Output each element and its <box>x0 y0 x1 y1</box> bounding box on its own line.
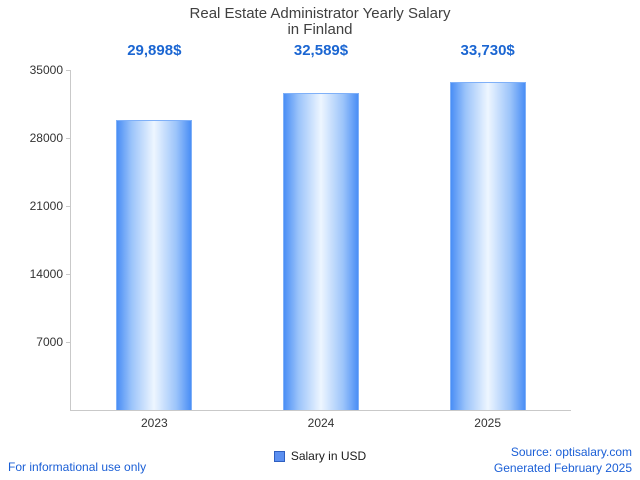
y-tick-mark <box>66 70 71 71</box>
bar-value-label: 33,730$ <box>460 42 515 59</box>
x-tick-label: 2025 <box>474 416 501 430</box>
footer-source: Source: optisalary.com <box>510 445 632 459</box>
y-tick-label: 35000 <box>29 63 63 77</box>
y-tick-mark <box>66 342 71 343</box>
x-tick-label: 2023 <box>140 416 168 430</box>
bar-value-label: 32,589$ <box>293 42 349 59</box>
bar-value-label: 29,898$ <box>127 42 182 59</box>
y-tick-mark <box>66 138 71 139</box>
plot-area: 7000 14000 21000 28000 35000 29,898$ 2023 32,58… <box>30 42 571 430</box>
chart-title-line1: Real Estate Administrator Yearly Salary <box>189 5 451 22</box>
footer-source-block: Source: optisalary.com Generated Februar… <box>494 444 632 476</box>
legend: Salary in USD <box>0 449 640 463</box>
y-tick-mark <box>66 274 71 275</box>
chart-title: Real Estate Administrator Yearly Salary … <box>0 6 640 38</box>
x-tick-label: 2024 <box>307 416 335 430</box>
bar-2023 <box>116 119 193 410</box>
chart-title-line2: in Finland <box>287 21 353 38</box>
footer-generated: Generated February 2025 <box>493 461 632 475</box>
footer-disclaimer: For informational use only <box>8 460 147 474</box>
y-tick-mark <box>66 206 71 207</box>
legend-label: Salary in USD <box>290 449 367 463</box>
y-tick-label: 7000 <box>36 335 63 349</box>
bar-2025 <box>449 82 526 410</box>
y-tick-label: 21000 <box>29 199 63 213</box>
y-tick-label: 14000 <box>29 267 63 281</box>
y-tick-label: 28000 <box>29 131 63 145</box>
legend-swatch-icon <box>273 450 285 462</box>
bar-2024 <box>283 93 359 410</box>
